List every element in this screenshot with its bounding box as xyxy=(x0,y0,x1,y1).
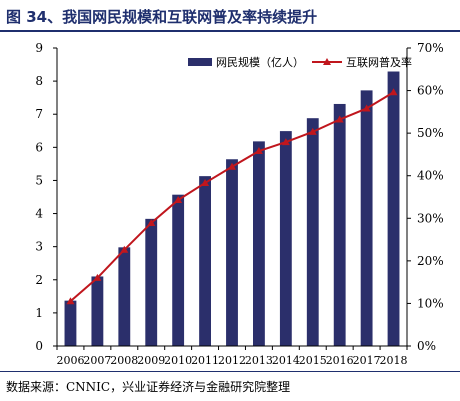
x-tick-label: 2007 xyxy=(83,354,111,367)
bar xyxy=(226,159,238,346)
line-point xyxy=(228,162,236,170)
right-tick-label: 70% xyxy=(417,41,444,55)
left-tick-label: 8 xyxy=(35,74,43,88)
source-divider xyxy=(0,371,460,372)
bar xyxy=(199,176,211,346)
right-tick-label: 50% xyxy=(417,126,444,140)
title-bar: 图 34、我国网民规模和互联网普及率持续提升 xyxy=(0,0,460,32)
left-tick-label: 7 xyxy=(35,107,43,121)
left-y-axis: 0 1 2 3 4 5 6 7 8 9 xyxy=(35,41,58,353)
line-series xyxy=(66,88,398,305)
bar xyxy=(387,71,400,347)
source-note: 数据来源：CNNIC，兴业证券经济与金融研究院整理 xyxy=(6,380,291,394)
legend-line-marker xyxy=(323,58,331,65)
bar-series xyxy=(64,71,400,347)
right-tick-label: 30% xyxy=(417,211,444,225)
left-tick-label: 5 xyxy=(35,173,43,187)
left-tick-label: 3 xyxy=(35,240,43,254)
line-point xyxy=(201,178,210,186)
left-tick-label: 6 xyxy=(35,140,43,154)
bar xyxy=(118,247,131,346)
line-point xyxy=(147,218,156,226)
x-tick-label: 2009 xyxy=(137,354,165,367)
line-point xyxy=(66,297,75,305)
bar xyxy=(306,118,319,346)
bar xyxy=(64,300,77,346)
bar xyxy=(279,131,292,346)
x-tick-label: 2018 xyxy=(380,354,408,367)
bar xyxy=(91,276,104,346)
line-point xyxy=(362,104,371,112)
legend-bar-label: 网民规模（亿人） xyxy=(216,55,304,69)
x-tick-label: 2012 xyxy=(218,354,246,367)
right-y-axis: 0% 10% 20% 30% 40% 50% 60% 70% xyxy=(406,41,444,353)
right-tick-label: 10% xyxy=(417,296,444,310)
x-tick-label: 2010 xyxy=(164,354,192,367)
bar xyxy=(333,103,346,346)
legend: 网民规模（亿人） 互联网普及率 xyxy=(188,55,412,69)
line-point xyxy=(174,195,183,203)
legend-line-label: 互联网普及率 xyxy=(346,55,412,69)
bar xyxy=(145,218,158,346)
left-tick-label: 9 xyxy=(35,41,43,55)
bar xyxy=(253,141,265,346)
left-tick-label: 4 xyxy=(35,207,43,221)
line-point xyxy=(281,138,290,146)
right-tick-label: 40% xyxy=(417,169,444,183)
line-point xyxy=(335,115,344,123)
right-tick-label: 0% xyxy=(417,339,436,353)
left-tick-label: 1 xyxy=(35,306,43,320)
x-axis: 2006200720082009201020112012201320142015… xyxy=(56,345,408,367)
line-point xyxy=(93,273,102,281)
right-tick-label: 20% xyxy=(417,254,444,268)
x-tick-label: 2017 xyxy=(353,354,381,367)
left-tick-label: 2 xyxy=(35,273,43,287)
right-tick-label: 60% xyxy=(417,84,444,98)
x-tick-label: 2015 xyxy=(299,354,327,367)
figure-title: 图 34、我国网民规模和互联网普及率持续提升 xyxy=(6,8,318,26)
x-tick-label: 2011 xyxy=(191,354,219,367)
x-tick-label: 2014 xyxy=(272,354,300,367)
x-tick-label: 2013 xyxy=(245,354,273,367)
line-point xyxy=(389,88,398,96)
bar xyxy=(172,194,185,346)
line-point xyxy=(254,147,263,155)
legend-bar-swatch xyxy=(188,58,212,66)
x-tick-label: 2006 xyxy=(56,354,84,367)
left-tick-label: 0 xyxy=(35,339,43,353)
line-point xyxy=(308,127,317,135)
x-tick-label: 2008 xyxy=(110,354,138,367)
line-point xyxy=(120,245,129,253)
bar xyxy=(360,90,373,346)
x-tick-label: 2016 xyxy=(326,354,354,367)
